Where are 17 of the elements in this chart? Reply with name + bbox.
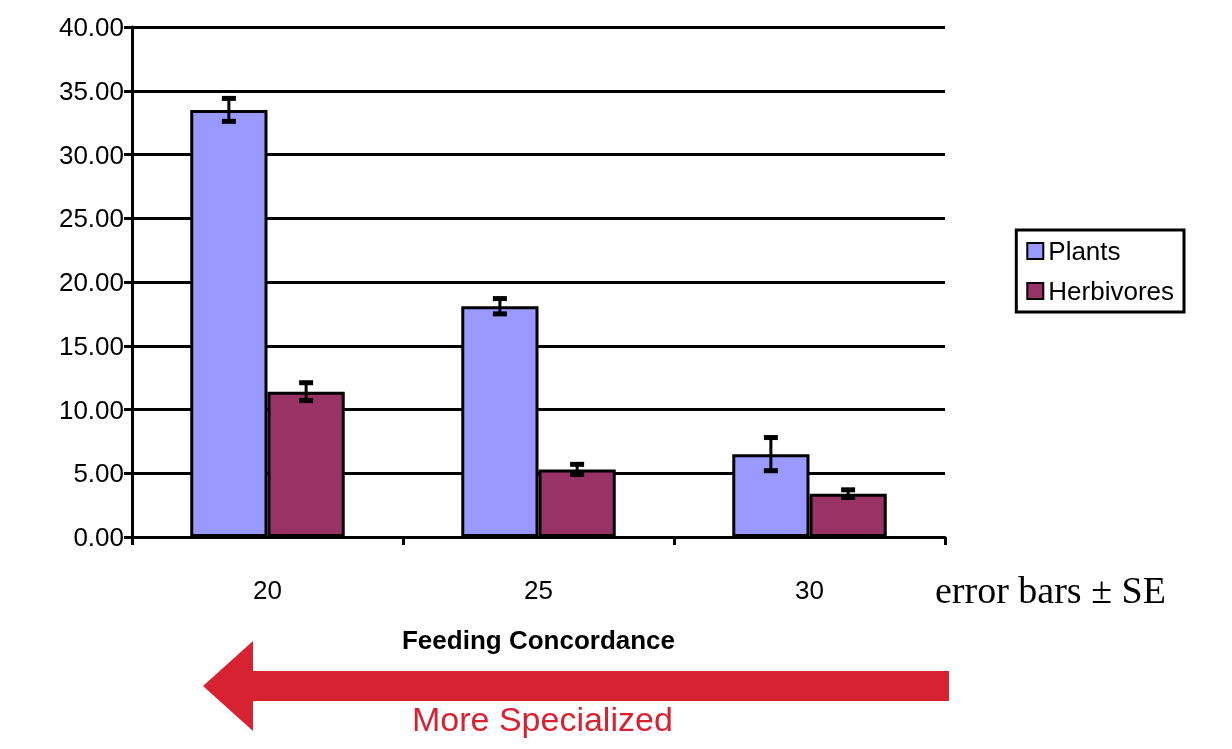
y-tick-label: 0.00 — [73, 522, 124, 552]
text: error bars ± SE — [935, 568, 1166, 612]
x-tick-label: 25 — [524, 575, 553, 605]
y-tick-label: 10.00 — [58, 394, 124, 425]
y-tick-label: 35.00 — [58, 75, 124, 106]
y-tick-label: 40.00 — [58, 12, 124, 42]
x-tick-label: 30 — [795, 575, 824, 605]
legend-label: Plants — [1048, 236, 1121, 266]
y-tick-label: 25.00 — [58, 203, 124, 234]
y-tick-label: 5.00 — [73, 458, 124, 489]
text: More Specialized — [412, 700, 673, 739]
x-axis-title: Feeding Concordance — [401, 625, 676, 655]
y-tick-label: 30.00 — [58, 139, 124, 170]
y-tick-label: 20.00 — [58, 267, 124, 297]
y-tick-label: 15.00 — [58, 330, 124, 361]
x-tick-label: 20 — [253, 575, 282, 605]
legend-label: Herbivores — [1048, 276, 1175, 306]
